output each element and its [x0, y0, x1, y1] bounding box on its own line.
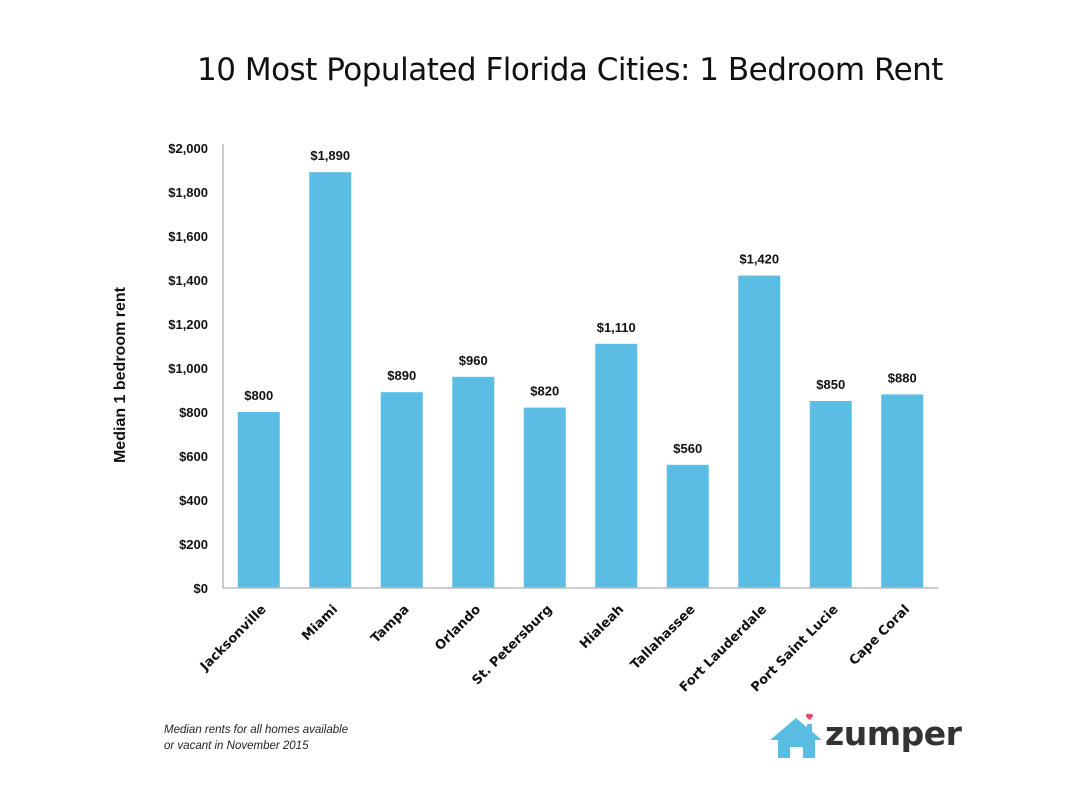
- bar: [666, 464, 709, 588]
- y-tick-label: $400: [179, 493, 208, 508]
- x-tick-label: Jacksonville: [197, 602, 270, 675]
- x-tick-label: Hialeah: [577, 602, 627, 652]
- data-label: $1,110: [597, 320, 636, 335]
- y-tick-label: $0: [194, 581, 208, 596]
- y-tick-label: $800: [179, 405, 208, 420]
- bar: [595, 343, 638, 588]
- data-label: $850: [816, 377, 845, 392]
- x-tick-label: Cape Coral: [847, 602, 914, 669]
- y-tick-label: $1,600: [168, 229, 208, 244]
- bar: [738, 275, 781, 588]
- data-label: $960: [459, 353, 488, 368]
- data-label: $1,420: [739, 252, 779, 267]
- bar: [237, 412, 280, 588]
- y-tick-label: $1,200: [168, 317, 208, 332]
- data-label: $890: [387, 368, 416, 383]
- y-tick-label: $200: [179, 537, 208, 552]
- bar: [452, 376, 495, 588]
- y-tick-label: $1,000: [168, 361, 208, 376]
- logo-text: zumper: [825, 714, 962, 753]
- x-tick-label: St. Petersburg: [469, 602, 555, 688]
- x-tick-label: Orlando: [432, 602, 484, 654]
- heart-icon: [806, 713, 813, 720]
- data-label: $1,890: [310, 148, 350, 163]
- x-tick-label: Tallahassee: [628, 602, 699, 673]
- data-label: $800: [244, 388, 273, 403]
- x-tick-label: Miami: [299, 602, 341, 644]
- bar: [309, 172, 352, 588]
- house-icon: [770, 713, 822, 758]
- y-tick-label: $600: [179, 449, 208, 464]
- data-label: $880: [888, 370, 917, 385]
- bar: [523, 407, 566, 588]
- footnote-line-2: or vacant in November 2015: [164, 740, 309, 752]
- bar: [881, 394, 924, 588]
- y-tick-label: $1,800: [168, 185, 208, 200]
- y-tick-label: $1,400: [168, 273, 208, 288]
- y-tick-label: $2,000: [168, 141, 208, 156]
- data-label: $560: [673, 441, 702, 456]
- data-label: $820: [530, 384, 559, 399]
- y-axis-label: Median 1 bedroom rent: [112, 286, 129, 463]
- chart-title: 10 Most Populated Florida Cities: 1 Bedr…: [197, 52, 943, 88]
- bar: [809, 401, 852, 588]
- footnote-line-1: Median rents for all homes available: [164, 724, 349, 736]
- zumper-logo: zumper: [768, 712, 968, 762]
- bar: [380, 392, 423, 588]
- footnote: Median rents for all homes available or …: [164, 722, 348, 754]
- x-tick-label: Tampa: [368, 602, 412, 646]
